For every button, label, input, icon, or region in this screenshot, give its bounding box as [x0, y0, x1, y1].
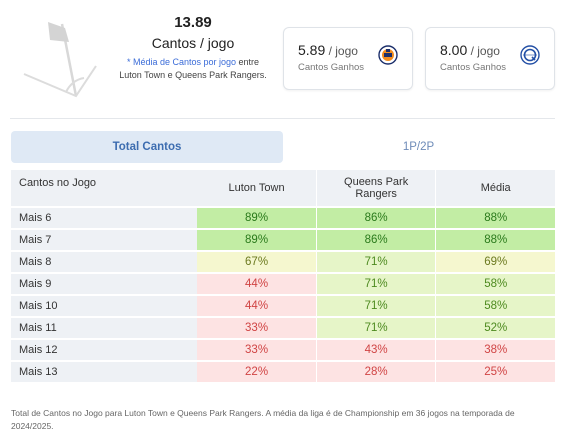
- row-label: Mais 12: [11, 338, 198, 360]
- cell-team1: 44%: [197, 294, 316, 316]
- cell-team2: 71%: [316, 316, 436, 338]
- table-row: Mais 10 44% 71% 58%: [11, 294, 555, 316]
- header-corners-in-game: Cantos no Jogo: [11, 170, 198, 206]
- cell-team2: 86%: [316, 228, 436, 250]
- cell-team2: 71%: [316, 250, 436, 272]
- row-label: Mais 6: [11, 206, 198, 228]
- table-row: Mais 8 67% 71% 69%: [11, 250, 555, 272]
- cell-average: 88%: [436, 206, 555, 228]
- table-row: Mais 6 89% 86% 88%: [11, 206, 555, 228]
- table-row: Mais 9 44% 71% 58%: [11, 272, 555, 294]
- average-note-highlight: * Média de Cantos por jogo: [126, 57, 237, 67]
- average-note-rest: entre: [236, 57, 260, 67]
- corner-average-summary: 13.89 Cantos / jogo * Média de Cantos po…: [108, 14, 278, 82]
- cell-team1: 89%: [197, 206, 316, 228]
- row-label: Mais 8: [11, 250, 198, 272]
- team-card-value: 8.00: [440, 42, 468, 58]
- luton-town-crest-icon: [378, 44, 398, 66]
- cell-team1: 22%: [197, 360, 316, 382]
- table-header-row: Cantos no Jogo Luton Town Queens Park Ran…: [11, 170, 555, 206]
- view-tabs: Total Cantos 1P/2P: [11, 131, 554, 163]
- tab-total-corners[interactable]: Total Cantos: [11, 131, 283, 163]
- team-card-qpr: 8.00 / jogo Cantos Ganhos: [425, 27, 555, 90]
- row-label: Mais 10: [11, 294, 198, 316]
- row-label: Mais 9: [11, 272, 198, 294]
- cell-team2: 71%: [316, 294, 436, 316]
- team-card-value: 5.89: [298, 42, 326, 58]
- cell-team1: 44%: [197, 272, 316, 294]
- header-average: Média: [436, 170, 555, 206]
- table-row: Mais 11 33% 71% 52%: [11, 316, 555, 338]
- cell-team1: 89%: [197, 228, 316, 250]
- average-corners-value: 13.89: [174, 14, 212, 31]
- cell-average: 58%: [436, 294, 555, 316]
- cell-team2: 43%: [316, 338, 436, 360]
- team-card-unit: / jogo: [467, 44, 500, 58]
- cell-team2: 86%: [316, 206, 436, 228]
- cell-average: 88%: [436, 228, 555, 250]
- team-card-unit: / jogo: [325, 44, 358, 58]
- row-label: Mais 13: [11, 360, 198, 382]
- cell-average: 69%: [436, 250, 555, 272]
- corners-over-table: Cantos no Jogo Luton Town Queens Park Ran…: [11, 170, 555, 382]
- average-note: * Média de Cantos por jogo entre Luton T…: [108, 56, 278, 82]
- cell-average: 58%: [436, 272, 555, 294]
- table-row: Mais 13 22% 28% 25%: [11, 360, 555, 382]
- cell-team2: 28%: [316, 360, 436, 382]
- table-footnote: Total de Cantos no Jogo para Luton Town …: [11, 408, 515, 431]
- cell-team1: 33%: [197, 316, 316, 338]
- team-card-luton: 5.89 / jogo Cantos Ganhos: [283, 27, 413, 90]
- corner-flag-icon: [20, 18, 100, 100]
- cell-team2: 71%: [316, 272, 436, 294]
- cell-team1: 67%: [197, 250, 316, 272]
- table-row: Mais 7 89% 86% 88%: [11, 228, 555, 250]
- cell-team1: 33%: [197, 338, 316, 360]
- header-team1: Luton Town: [197, 170, 316, 206]
- row-label: Mais 11: [11, 316, 198, 338]
- cell-average: 52%: [436, 316, 555, 338]
- table-row: Mais 12 33% 43% 38%: [11, 338, 555, 360]
- team-card-label: Cantos Ganhos: [298, 62, 365, 73]
- average-note-teams: Luton Town e Queens Park Rangers.: [119, 70, 267, 80]
- cell-average: 25%: [436, 360, 555, 382]
- team-card-label: Cantos Ganhos: [440, 62, 507, 73]
- cell-average: 38%: [436, 338, 555, 360]
- row-label: Mais 7: [11, 228, 198, 250]
- qpr-crest-icon: [520, 44, 540, 66]
- section-divider: [10, 118, 555, 119]
- average-corners-unit: Cantos / jogo: [151, 35, 235, 51]
- header-team2: Queens Park Rangers: [316, 170, 436, 206]
- tab-halves[interactable]: 1P/2P: [402, 141, 435, 153]
